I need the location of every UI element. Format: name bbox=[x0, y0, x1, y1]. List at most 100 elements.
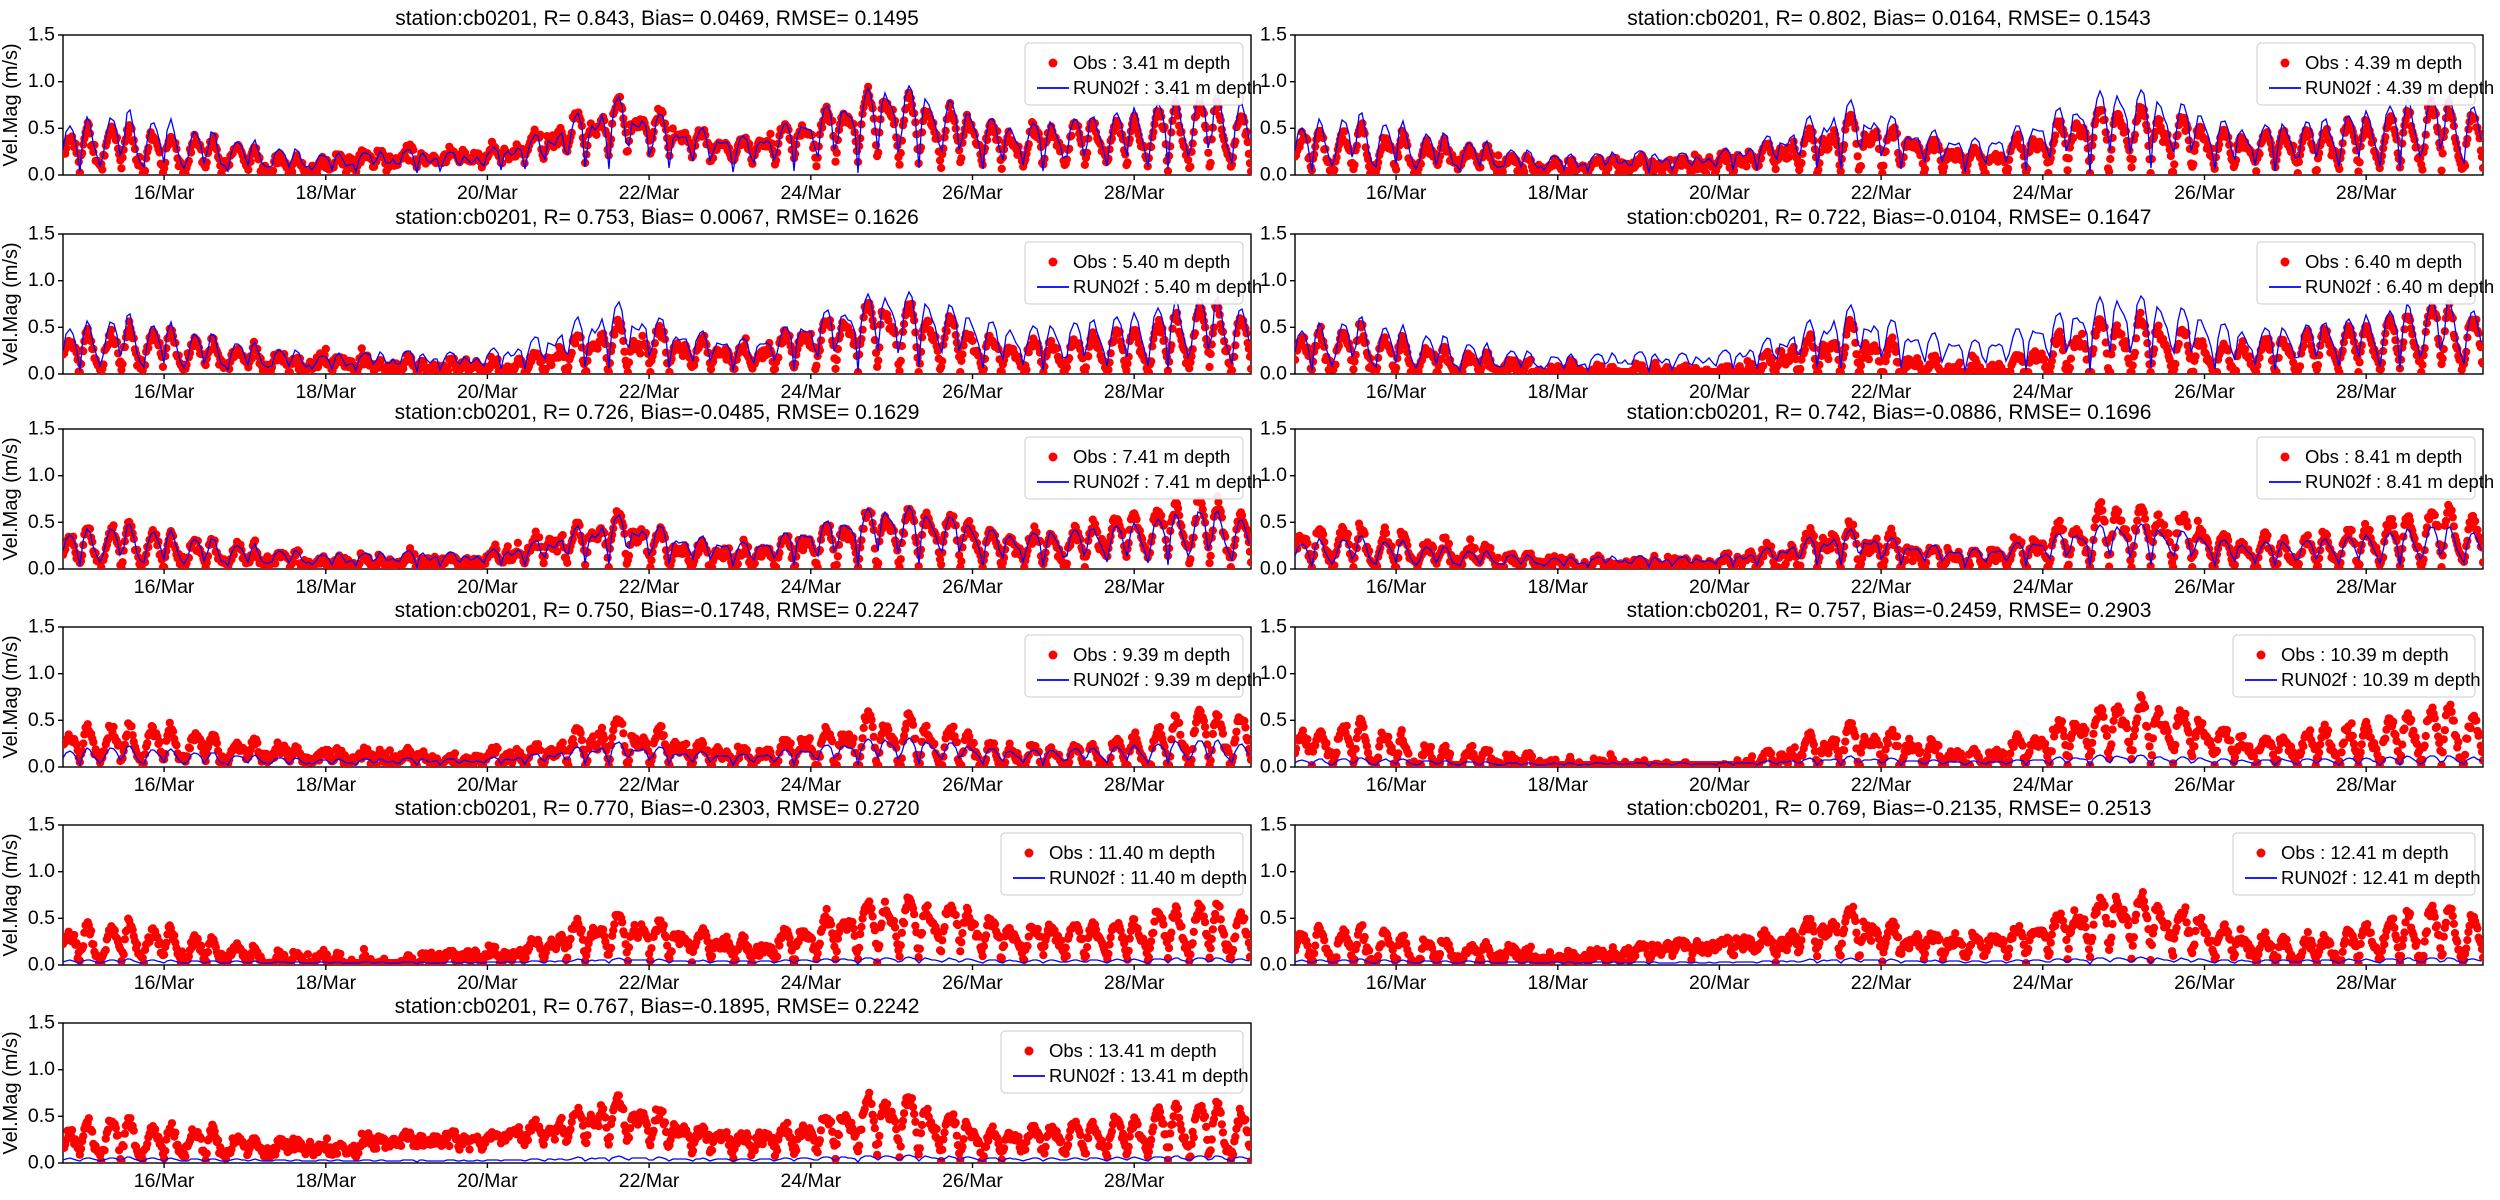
svg-text:28/Mar: 28/Mar bbox=[2336, 972, 2397, 994]
svg-text:RUN02f : 10.39 m depth: RUN02f : 10.39 m depth bbox=[2281, 669, 2481, 690]
svg-text:Vel.Mag (m/s): Vel.Mag (m/s) bbox=[0, 242, 22, 365]
svg-text:20/Mar: 20/Mar bbox=[457, 381, 518, 403]
svg-text:Vel.Mag (m/s): Vel.Mag (m/s) bbox=[0, 43, 22, 166]
svg-text:1.5: 1.5 bbox=[28, 814, 55, 836]
svg-text:RUN02f : 5.40 m depth: RUN02f : 5.40 m depth bbox=[1073, 276, 1262, 297]
svg-text:20/Mar: 20/Mar bbox=[457, 774, 518, 796]
svg-text:RUN02f : 11.40 m depth: RUN02f : 11.40 m depth bbox=[1049, 867, 1247, 888]
svg-text:24/Mar: 24/Mar bbox=[2012, 774, 2073, 796]
svg-text:24/Mar: 24/Mar bbox=[2012, 381, 2073, 403]
svg-text:0.0: 0.0 bbox=[28, 756, 55, 778]
svg-text:0.5: 0.5 bbox=[1260, 907, 1287, 929]
svg-text:26/Mar: 26/Mar bbox=[2174, 576, 2235, 598]
svg-text:24/Mar: 24/Mar bbox=[2012, 972, 2073, 994]
svg-text:28/Mar: 28/Mar bbox=[2336, 576, 2397, 598]
svg-text:22/Mar: 22/Mar bbox=[1851, 972, 1912, 994]
svg-text:20/Mar: 20/Mar bbox=[457, 1170, 518, 1192]
svg-text:Vel.Mag (m/s): Vel.Mag (m/s) bbox=[0, 635, 22, 758]
svg-text:20/Mar: 20/Mar bbox=[457, 576, 518, 598]
svg-text:station:cb0201, R= 0.726, Bias: station:cb0201, R= 0.726, Bias=-0.0485, … bbox=[395, 401, 920, 424]
svg-text:20/Mar: 20/Mar bbox=[457, 972, 518, 994]
svg-text:1.0: 1.0 bbox=[1260, 662, 1287, 684]
svg-text:station:cb0201, R= 0.742, Bias: station:cb0201, R= 0.742, Bias=-0.0886, … bbox=[1627, 401, 2152, 424]
svg-text:station:cb0201, R= 0.802, Bias: station:cb0201, R= 0.802, Bias= 0.0164, … bbox=[1627, 7, 2151, 30]
svg-text:1.5: 1.5 bbox=[28, 418, 55, 440]
svg-text:24/Mar: 24/Mar bbox=[780, 1170, 841, 1192]
svg-text:24/Mar: 24/Mar bbox=[780, 774, 841, 796]
svg-text:Vel.Mag (m/s): Vel.Mag (m/s) bbox=[0, 1031, 22, 1154]
svg-text:16/Mar: 16/Mar bbox=[134, 381, 195, 403]
svg-text:26/Mar: 26/Mar bbox=[2174, 972, 2235, 994]
svg-text:26/Mar: 26/Mar bbox=[942, 1170, 1003, 1192]
svg-text:24/Mar: 24/Mar bbox=[2012, 182, 2073, 204]
svg-text:22/Mar: 22/Mar bbox=[619, 381, 680, 403]
svg-text:Obs : 7.41 m depth: Obs : 7.41 m depth bbox=[1073, 446, 1230, 467]
svg-text:0.0: 0.0 bbox=[28, 164, 55, 186]
svg-text:16/Mar: 16/Mar bbox=[1366, 972, 1427, 994]
svg-text:24/Mar: 24/Mar bbox=[2012, 576, 2073, 598]
svg-text:22/Mar: 22/Mar bbox=[1851, 182, 1912, 204]
svg-text:RUN02f : 8.41 m depth: RUN02f : 8.41 m depth bbox=[2305, 471, 2494, 492]
svg-text:28/Mar: 28/Mar bbox=[1104, 972, 1165, 994]
svg-text:1.5: 1.5 bbox=[1260, 814, 1287, 836]
svg-text:26/Mar: 26/Mar bbox=[942, 774, 1003, 796]
svg-text:18/Mar: 18/Mar bbox=[1527, 576, 1588, 598]
svg-text:Obs : 8.41 m depth: Obs : 8.41 m depth bbox=[2305, 446, 2462, 467]
svg-text:28/Mar: 28/Mar bbox=[1104, 774, 1165, 796]
svg-text:Obs : 9.39 m depth: Obs : 9.39 m depth bbox=[1073, 644, 1230, 665]
svg-text:0.0: 0.0 bbox=[28, 954, 55, 976]
svg-text:22/Mar: 22/Mar bbox=[1851, 774, 1912, 796]
svg-text:0.0: 0.0 bbox=[1260, 164, 1287, 186]
svg-text:1.0: 1.0 bbox=[28, 1058, 55, 1080]
svg-text:26/Mar: 26/Mar bbox=[2174, 381, 2235, 403]
svg-text:22/Mar: 22/Mar bbox=[619, 1170, 680, 1192]
svg-text:0.5: 0.5 bbox=[28, 316, 55, 338]
svg-text:20/Mar: 20/Mar bbox=[457, 182, 518, 204]
svg-text:1.0: 1.0 bbox=[1260, 70, 1287, 92]
svg-text:0.5: 0.5 bbox=[28, 117, 55, 139]
svg-text:1.5: 1.5 bbox=[1260, 223, 1287, 245]
svg-text:1.0: 1.0 bbox=[1260, 860, 1287, 882]
svg-text:18/Mar: 18/Mar bbox=[295, 1170, 356, 1192]
svg-text:1.5: 1.5 bbox=[1260, 24, 1287, 46]
svg-text:Obs : 5.40 m depth: Obs : 5.40 m depth bbox=[1073, 251, 1230, 272]
svg-text:16/Mar: 16/Mar bbox=[1366, 381, 1427, 403]
svg-text:0.0: 0.0 bbox=[28, 363, 55, 385]
svg-text:20/Mar: 20/Mar bbox=[1689, 972, 1750, 994]
svg-text:station:cb0201, R= 0.722, Bias: station:cb0201, R= 0.722, Bias=-0.0104, … bbox=[1627, 206, 2152, 229]
svg-text:1.0: 1.0 bbox=[28, 860, 55, 882]
svg-text:0.0: 0.0 bbox=[1260, 363, 1287, 385]
svg-text:0.5: 0.5 bbox=[1260, 511, 1287, 533]
svg-text:22/Mar: 22/Mar bbox=[619, 972, 680, 994]
svg-text:18/Mar: 18/Mar bbox=[295, 576, 356, 598]
svg-text:28/Mar: 28/Mar bbox=[1104, 182, 1165, 204]
svg-text:station:cb0201, R= 0.769, Bias: station:cb0201, R= 0.769, Bias=-0.2135, … bbox=[1627, 797, 2152, 820]
svg-text:20/Mar: 20/Mar bbox=[1689, 576, 1750, 598]
svg-text:station:cb0201, R= 0.770, Bias: station:cb0201, R= 0.770, Bias=-0.2303, … bbox=[395, 797, 920, 820]
svg-text:16/Mar: 16/Mar bbox=[1366, 774, 1427, 796]
svg-text:26/Mar: 26/Mar bbox=[942, 576, 1003, 598]
svg-text:16/Mar: 16/Mar bbox=[134, 576, 195, 598]
svg-text:20/Mar: 20/Mar bbox=[1689, 381, 1750, 403]
svg-text:RUN02f : 3.41 m depth: RUN02f : 3.41 m depth bbox=[1073, 77, 1262, 98]
svg-text:0.0: 0.0 bbox=[28, 558, 55, 580]
svg-text:28/Mar: 28/Mar bbox=[2336, 182, 2397, 204]
svg-text:16/Mar: 16/Mar bbox=[134, 774, 195, 796]
svg-text:24/Mar: 24/Mar bbox=[780, 972, 841, 994]
svg-text:station:cb0201, R= 0.750, Bias: station:cb0201, R= 0.750, Bias=-0.1748, … bbox=[395, 599, 920, 622]
svg-text:26/Mar: 26/Mar bbox=[2174, 182, 2235, 204]
svg-text:0.0: 0.0 bbox=[1260, 558, 1287, 580]
svg-text:0.5: 0.5 bbox=[28, 511, 55, 533]
svg-text:0.5: 0.5 bbox=[1260, 117, 1287, 139]
svg-text:0.5: 0.5 bbox=[1260, 709, 1287, 731]
svg-text:0.0: 0.0 bbox=[28, 1152, 55, 1174]
svg-text:0.0: 0.0 bbox=[1260, 954, 1287, 976]
svg-text:16/Mar: 16/Mar bbox=[134, 1170, 195, 1192]
svg-text:1.0: 1.0 bbox=[28, 662, 55, 684]
svg-text:1.0: 1.0 bbox=[1260, 269, 1287, 291]
svg-text:18/Mar: 18/Mar bbox=[1527, 182, 1588, 204]
svg-text:0.5: 0.5 bbox=[1260, 316, 1287, 338]
svg-text:18/Mar: 18/Mar bbox=[295, 182, 356, 204]
svg-text:22/Mar: 22/Mar bbox=[619, 182, 680, 204]
svg-text:24/Mar: 24/Mar bbox=[780, 576, 841, 598]
